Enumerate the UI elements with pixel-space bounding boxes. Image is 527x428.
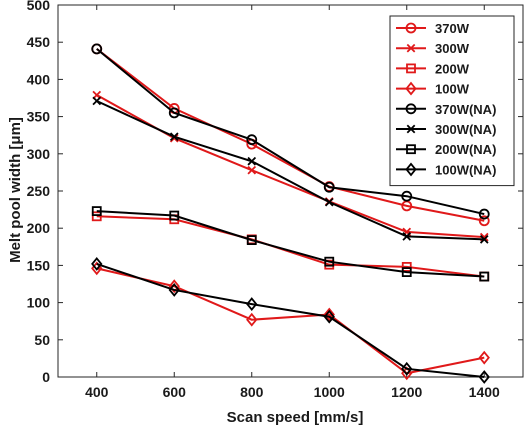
series-line bbox=[96, 210, 485, 278]
series-line bbox=[96, 48, 485, 216]
data-point bbox=[91, 206, 102, 216]
y-tick-label: 450 bbox=[27, 34, 51, 50]
legend-box bbox=[389, 15, 515, 187]
legend-label: 100W(NA) bbox=[435, 162, 496, 177]
legend-marker bbox=[405, 103, 417, 115]
legend-item: 200W bbox=[396, 61, 470, 76]
data-point bbox=[246, 297, 258, 312]
data-point bbox=[92, 96, 102, 106]
y-tick-label: 0 bbox=[42, 369, 50, 385]
x-tick-label: 1400 bbox=[469, 384, 500, 400]
x-tick-label: 400 bbox=[85, 384, 109, 400]
legend-marker bbox=[406, 124, 416, 134]
legend-label: 370W bbox=[435, 21, 470, 36]
x-tick-label: 800 bbox=[240, 384, 264, 400]
legend-label: 300W(NA) bbox=[435, 122, 496, 137]
legend-marker bbox=[406, 144, 416, 155]
data-point bbox=[91, 256, 103, 271]
series-layer bbox=[91, 43, 490, 384]
data-point bbox=[402, 232, 412, 241]
legend-item: 100W bbox=[396, 82, 470, 97]
series-100w-na bbox=[91, 256, 490, 384]
data-point bbox=[246, 134, 258, 146]
y-tick-label: 350 bbox=[27, 109, 51, 125]
y-tick-label: 100 bbox=[27, 295, 51, 311]
legend-label: 370W(NA) bbox=[435, 102, 496, 117]
legend-item: 300W bbox=[396, 41, 470, 56]
series-300w-na bbox=[92, 96, 489, 244]
series-line bbox=[96, 48, 485, 222]
legend-marker bbox=[406, 43, 416, 53]
series-line bbox=[96, 262, 485, 378]
data-point bbox=[478, 370, 490, 384]
legend-label: 100W bbox=[435, 82, 470, 97]
data-point bbox=[246, 312, 258, 327]
data-point bbox=[247, 156, 257, 166]
data-point bbox=[479, 235, 489, 244]
y-tick-label: 150 bbox=[27, 257, 51, 273]
legend-item: 100W(NA) bbox=[396, 162, 496, 177]
data-point bbox=[324, 256, 335, 267]
x-axis: 400 600 800 1000 1200 1400 bbox=[85, 5, 500, 400]
data-point bbox=[247, 165, 257, 175]
data-point bbox=[169, 210, 180, 221]
data-point bbox=[323, 309, 335, 324]
legend-item: 370W(NA) bbox=[396, 102, 496, 117]
legend-marker bbox=[405, 81, 417, 96]
data-point bbox=[478, 208, 490, 220]
x-axis-title: Scan speed [mm/s] bbox=[227, 409, 364, 426]
x-tick-label: 1000 bbox=[314, 384, 345, 400]
data-point bbox=[168, 283, 180, 297]
series-370w-na bbox=[91, 43, 490, 220]
y-tick-label: 250 bbox=[27, 183, 51, 199]
y-tick-label: 200 bbox=[27, 220, 51, 236]
data-point bbox=[169, 132, 179, 142]
legend-item: 200W(NA) bbox=[396, 142, 496, 157]
y-tick-label: 300 bbox=[27, 146, 51, 162]
data-point bbox=[401, 261, 412, 272]
data-point bbox=[91, 211, 102, 222]
data-point bbox=[91, 43, 103, 55]
legend: 370W 300W 200W 100W 370W(NA) 300W(NA) 200W(NA)… bbox=[389, 15, 515, 187]
data-point bbox=[478, 215, 490, 227]
y-tick-label: 500 bbox=[27, 0, 51, 13]
legend-marker bbox=[405, 22, 417, 34]
legend-label: 200W(NA) bbox=[435, 142, 496, 157]
data-point bbox=[168, 107, 180, 119]
series-200w-na bbox=[91, 206, 490, 282]
data-point bbox=[478, 350, 490, 365]
data-point bbox=[401, 267, 412, 277]
legend-label: 300W bbox=[435, 41, 470, 56]
legend-label: 200W bbox=[435, 61, 470, 76]
data-point bbox=[323, 181, 335, 193]
y-axis-title: Melt pool width [μm] bbox=[7, 117, 24, 263]
legend-item: 300W(NA) bbox=[396, 122, 496, 137]
data-point bbox=[168, 279, 180, 294]
x-tick-label: 1200 bbox=[391, 384, 422, 400]
y-axis: 0 50 100 150 200 250 300 350 400 450 500 bbox=[27, 0, 523, 385]
data-point bbox=[401, 361, 413, 376]
data-point bbox=[324, 197, 334, 207]
x-tick-label: 600 bbox=[163, 384, 187, 400]
series-line bbox=[96, 100, 485, 241]
data-point bbox=[246, 235, 257, 246]
y-tick-label: 50 bbox=[34, 332, 50, 348]
data-point bbox=[401, 190, 413, 202]
data-point bbox=[323, 307, 335, 322]
legend-marker bbox=[406, 63, 416, 74]
y-tick-label: 400 bbox=[27, 71, 51, 87]
series-line bbox=[96, 215, 485, 278]
legend-item: 370W bbox=[396, 21, 470, 36]
data-point bbox=[479, 271, 490, 282]
legend-marker bbox=[405, 162, 417, 177]
